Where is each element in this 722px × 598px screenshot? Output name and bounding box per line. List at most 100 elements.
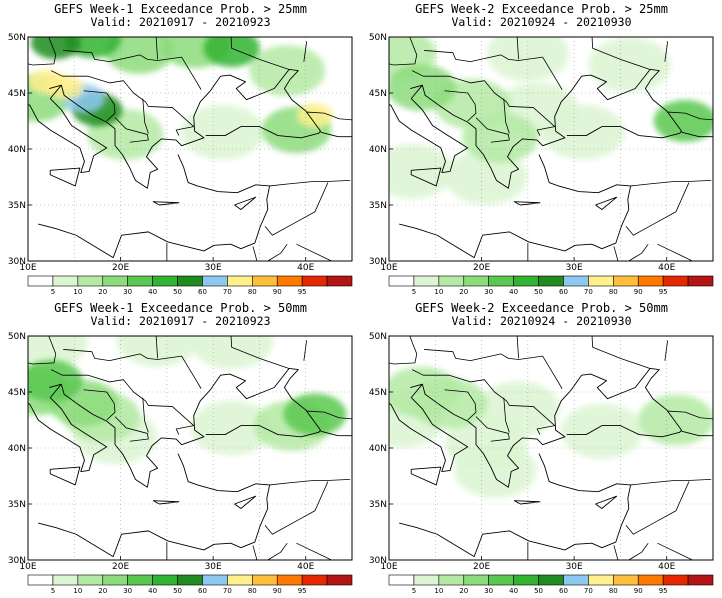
country-border xyxy=(267,243,288,261)
colorbar-swatch xyxy=(77,275,104,287)
colorbar-label: 50 xyxy=(534,587,543,595)
country-border xyxy=(657,243,694,261)
map-svg: 10E 20E 30E 40E 30N 35N 40N 45N 50N 5 10 20 30 40 50 60… xyxy=(8,33,353,296)
colorbar-swatch xyxy=(27,574,54,586)
colorbar-swatch xyxy=(588,574,614,586)
colorbar-label: 60 xyxy=(559,587,568,595)
panel-title: GEFS Week-1 Exceedance Prob. > 50mm xyxy=(54,301,307,315)
x-tick-label: 20E xyxy=(112,562,129,572)
country-border xyxy=(28,37,57,66)
y-tick-label: 40N xyxy=(369,444,387,454)
colorbar-swatch xyxy=(613,275,639,287)
map-grid xyxy=(28,37,352,261)
colorbar-swatch xyxy=(77,574,104,586)
panel-valid-line: Valid: 20210924 - 20210930 xyxy=(361,16,722,29)
coastline xyxy=(410,167,442,187)
coastline xyxy=(595,495,618,509)
country-border xyxy=(625,481,690,535)
country-border xyxy=(628,542,649,560)
country-border xyxy=(155,336,158,359)
colorbar-swatch xyxy=(563,574,589,586)
x-tick-label: 40E xyxy=(297,263,314,273)
panel-valid-line: Valid: 20210917 - 20210923 xyxy=(0,16,361,29)
valid-label: Valid: xyxy=(451,15,494,29)
coastline xyxy=(28,84,108,173)
colorbar-swatch xyxy=(301,275,328,287)
country-border xyxy=(264,481,329,535)
colorbar-label: 5 xyxy=(51,587,55,595)
country-border xyxy=(114,416,149,442)
x-tick-label: 10E xyxy=(19,263,36,273)
colorbar: 5 10 20 30 40 50 60 70 80 90 95 xyxy=(27,275,353,296)
y-tick-label: 30N xyxy=(369,257,387,267)
colorbar-label: 60 xyxy=(559,288,568,296)
colorbar-label: 10 xyxy=(434,587,443,595)
country-border xyxy=(303,340,308,361)
probability-field xyxy=(389,366,713,498)
coastline xyxy=(234,196,257,210)
colorbar-label: 50 xyxy=(173,587,182,595)
colorbar-label: 80 xyxy=(248,587,257,595)
coastlines xyxy=(389,37,713,261)
colorbar-swatch xyxy=(177,275,203,287)
colorbar-swatch xyxy=(413,574,440,586)
y-tick-label: 30N xyxy=(369,556,387,566)
country-border xyxy=(664,340,669,361)
country-border xyxy=(50,369,195,435)
colorbar-label: 70 xyxy=(584,288,593,296)
panel-title: GEFS Week-2 Exceedance Prob. > 25mm xyxy=(415,2,668,16)
probability-cell xyxy=(116,336,199,367)
colorbar-swatch xyxy=(513,275,539,287)
colorbar-label: 80 xyxy=(248,288,257,296)
coastline xyxy=(421,368,682,488)
y-tick-label: 40N xyxy=(8,444,26,454)
y-tick-label: 30N xyxy=(8,556,26,566)
country-border xyxy=(28,336,57,365)
country-border xyxy=(252,545,258,560)
panel-week1-50mm: GEFS Week-1 Exceedance Prob. > 50mm Vali… xyxy=(0,299,361,598)
country-border xyxy=(306,410,352,420)
colorbar-label: 40 xyxy=(148,288,157,296)
colorbar-label: 95 xyxy=(298,288,307,296)
colorbar: 5 10 20 30 40 50 60 70 80 90 95 xyxy=(388,275,714,296)
probability-cell xyxy=(30,37,81,60)
country-border xyxy=(411,369,556,435)
colorbar-label: 20 xyxy=(98,587,107,595)
colorbar-label: 5 xyxy=(412,288,416,296)
country-border xyxy=(264,182,329,236)
coastline xyxy=(234,495,257,509)
colorbar-label: 50 xyxy=(534,288,543,296)
colorbar-swatch xyxy=(27,275,54,287)
coastline xyxy=(399,154,632,259)
panel-title: GEFS Week-2 Exceedance Prob. > 50mm xyxy=(415,301,668,315)
valid-label: Valid: xyxy=(90,314,133,328)
probability-cell xyxy=(653,100,713,142)
probability-cell xyxy=(249,45,326,96)
colorbar-label: 95 xyxy=(298,587,307,595)
map-svg: 10E 20E 30E 40E 30N 35N 40N 45N 50N 5 10 20 30 40 50 60… xyxy=(369,332,714,595)
y-tick-label: 50N xyxy=(369,332,387,342)
country-border xyxy=(389,37,418,66)
country-border xyxy=(444,90,477,122)
probability-field xyxy=(28,336,347,465)
country-border xyxy=(503,98,510,134)
colorbar-label: 10 xyxy=(73,288,82,296)
country-border xyxy=(630,478,712,486)
colorbar-swatch xyxy=(588,275,614,287)
probability-cell xyxy=(454,442,537,498)
colorbar-swatch xyxy=(513,574,539,586)
country-border xyxy=(475,117,510,143)
probability-cell xyxy=(444,149,528,205)
map-grid xyxy=(389,336,713,560)
country-border xyxy=(625,182,690,236)
colorbar-swatch xyxy=(202,275,228,287)
colorbar-swatch xyxy=(301,574,328,586)
probability-cell xyxy=(190,336,274,370)
coastline xyxy=(49,466,81,486)
probability-cell xyxy=(588,37,672,93)
colorbar-swatch xyxy=(662,574,689,586)
colorbar-swatch xyxy=(563,275,589,287)
probability-cell xyxy=(283,393,347,436)
probability-cell xyxy=(542,104,625,160)
colorbar-swatch xyxy=(102,275,128,287)
